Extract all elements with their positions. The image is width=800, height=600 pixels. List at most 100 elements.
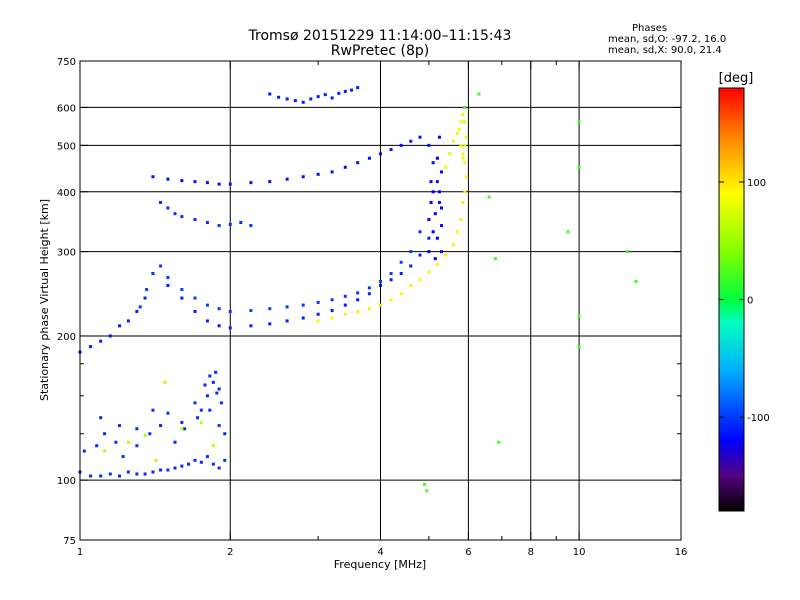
data-point (208, 374, 212, 378)
data-point (301, 175, 305, 179)
data-point (143, 296, 147, 300)
data-point (99, 474, 103, 478)
data-point (166, 177, 170, 181)
data-point (435, 156, 439, 160)
x-tick-label: 8 (528, 547, 534, 558)
data-point (577, 165, 581, 169)
data-point (316, 95, 320, 99)
data-point (577, 120, 581, 124)
data-point (379, 152, 382, 156)
data-point (166, 468, 170, 472)
data-point (205, 394, 209, 398)
data-point (409, 283, 413, 287)
data-point (249, 224, 253, 228)
data-point (409, 264, 413, 268)
data-point (422, 482, 426, 486)
data-point (409, 139, 413, 143)
data-point (455, 131, 459, 135)
data-point (316, 172, 320, 176)
data-point (429, 200, 433, 204)
data-point (180, 420, 184, 424)
data-point (180, 464, 184, 468)
data-point (463, 143, 467, 147)
x-tick-label: 4 (377, 547, 383, 558)
data-point (166, 206, 170, 210)
data-point (389, 272, 393, 276)
data-point (217, 466, 221, 470)
data-point (455, 230, 459, 234)
plot-frame (79, 60, 682, 541)
data-point (427, 270, 431, 274)
data-point (203, 383, 207, 387)
data-point (249, 324, 253, 328)
x-tick-label: 10 (573, 547, 586, 558)
data-point (159, 200, 163, 204)
data-point (159, 468, 163, 472)
data-point (431, 190, 435, 194)
grid-lines (80, 61, 681, 540)
data-point (459, 143, 463, 147)
phases-line-x: mean, sd,X: 90.0, 21.4 (608, 45, 722, 56)
data-point (379, 303, 382, 307)
data-point (444, 165, 448, 169)
data-point (367, 286, 371, 290)
data-point (497, 440, 501, 444)
data-point (463, 120, 467, 124)
data-point (343, 294, 347, 298)
data-point (126, 470, 130, 474)
data-point (330, 316, 334, 320)
data-point (477, 92, 481, 96)
data-point (159, 264, 163, 268)
data-point (118, 424, 122, 428)
data-point (173, 212, 177, 216)
data-point (437, 135, 441, 139)
data-point (418, 278, 422, 282)
data-point (166, 275, 170, 279)
data-point (367, 156, 371, 160)
x-tick-label: 16 (675, 547, 688, 558)
data-point (431, 161, 435, 165)
data-point (99, 339, 103, 343)
data-point (277, 95, 281, 99)
data-point (356, 298, 360, 302)
data-point (193, 180, 197, 184)
data-point (193, 309, 197, 313)
data-point (217, 182, 221, 186)
data-point (293, 99, 297, 103)
data-point (223, 458, 227, 462)
data-point (89, 474, 93, 478)
data-point (228, 222, 232, 226)
data-point (208, 408, 212, 412)
colorbar-tick-label: 0 (747, 296, 753, 307)
data-point (89, 345, 93, 349)
data-point (418, 135, 422, 139)
data-point (435, 180, 439, 184)
data-point (457, 127, 461, 131)
data-point (459, 218, 463, 222)
data-point (217, 424, 221, 428)
data-point (126, 319, 130, 323)
data-point (451, 139, 455, 143)
data-point (199, 460, 203, 464)
data-point (451, 243, 455, 247)
data-point (427, 236, 431, 240)
data-point (356, 309, 360, 313)
y-tick-label: 750 (57, 57, 76, 68)
y-tick-label: 500 (57, 141, 76, 152)
colorbar-tick-label: 100 (747, 178, 766, 189)
data-point (465, 175, 469, 179)
data-point (154, 458, 158, 462)
data-point (135, 427, 139, 431)
data-point (566, 230, 570, 234)
data-point (148, 432, 152, 436)
data-point (389, 148, 393, 152)
data-point (268, 92, 272, 96)
data-point (285, 305, 289, 309)
data-point (214, 370, 218, 374)
data-point (217, 307, 221, 311)
data-point (268, 180, 272, 184)
data-point (634, 279, 638, 283)
y-axis-label: Stationary phase Virtual Height [km] (38, 199, 51, 401)
data-point (215, 391, 219, 395)
data-point (228, 309, 232, 313)
